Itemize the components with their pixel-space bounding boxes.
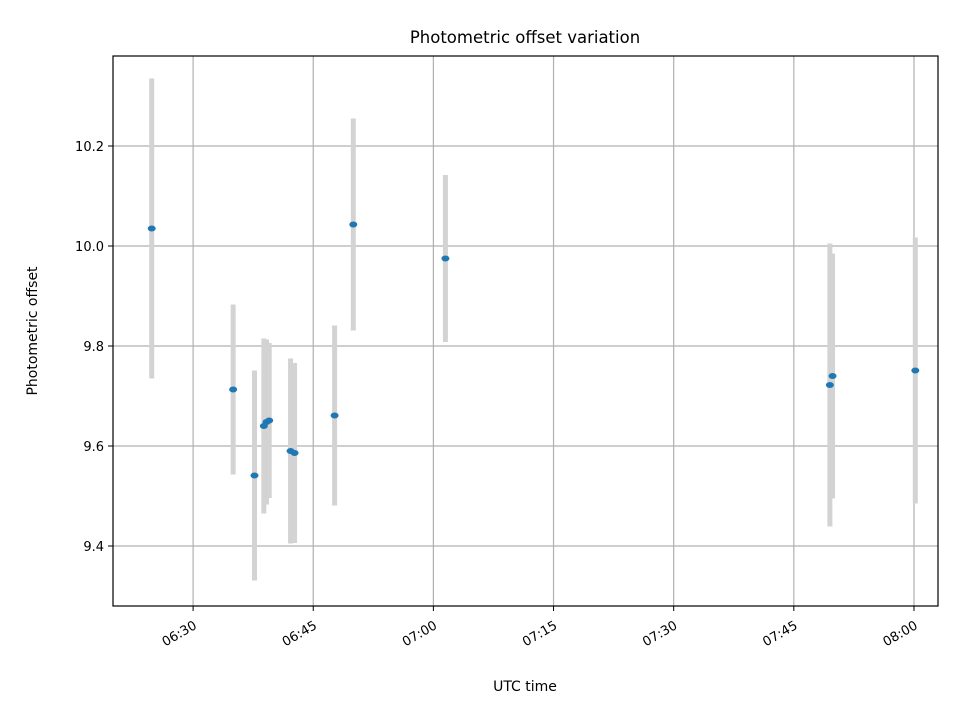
y-axis-label: Photometric offset [25, 266, 41, 396]
y-tick-label: 10.2 [75, 140, 104, 155]
data-point [229, 386, 238, 393]
data-point [290, 450, 299, 456]
data-point [828, 373, 837, 379]
data-points [147, 221, 920, 479]
y-tick-label: 10.0 [75, 240, 104, 255]
data-point [911, 367, 920, 374]
y-tick-label: 9.6 [83, 440, 104, 455]
data-point [825, 382, 834, 388]
data-point [349, 221, 358, 228]
x-axis-label: UTC time [493, 679, 557, 695]
plot-frame [112, 55, 939, 607]
data-point [441, 255, 450, 262]
y-tick-label: 9.8 [83, 340, 104, 355]
data-point [330, 412, 339, 419]
chart-title: Photometric offset variation [410, 28, 640, 47]
grid [113, 56, 938, 606]
y-axis-ticks: 9.4 9.6 9.8 10.0 10.2 [75, 140, 113, 555]
data-point [265, 417, 274, 424]
data-point [147, 225, 156, 232]
data-point [250, 472, 259, 479]
y-tick-label: 9.4 [83, 540, 104, 555]
